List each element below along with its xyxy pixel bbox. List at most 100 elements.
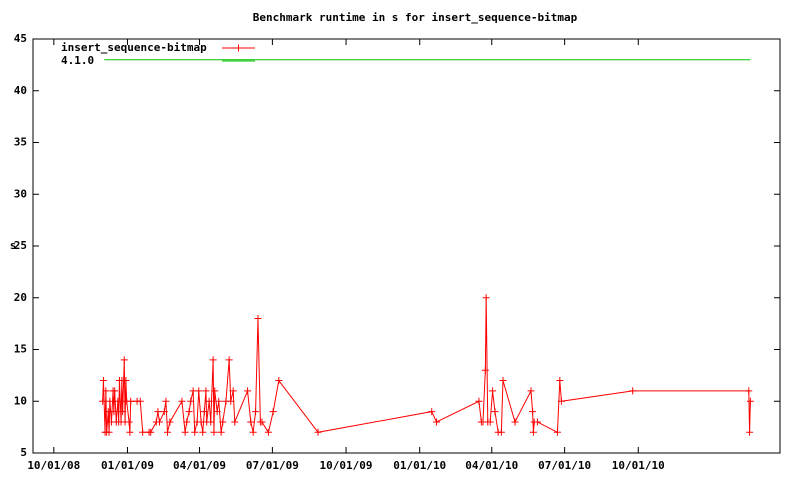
point-marker (264, 428, 272, 436)
y-tick-label: 40 (14, 84, 27, 97)
point-marker (156, 418, 164, 426)
point-marker (205, 397, 213, 405)
point-marker (139, 428, 147, 436)
point-marker (629, 387, 637, 395)
point-marker (114, 397, 122, 405)
y-tick-label: 15 (14, 343, 27, 356)
legend-label: insert_sequence-bitmap (61, 41, 207, 54)
point-marker (511, 418, 519, 426)
x-tick-label: 10/01/08 (27, 459, 80, 472)
point-marker (207, 418, 215, 426)
point-marker (127, 397, 135, 405)
point-marker (99, 397, 107, 405)
point-marker (553, 428, 561, 436)
point-marker (249, 428, 257, 436)
point-marker (247, 418, 255, 426)
point-marker (199, 428, 207, 436)
legend-label: 4.1.0 (61, 54, 94, 67)
point-marker (187, 397, 195, 405)
point-marker (745, 387, 753, 395)
x-tick-label: 07/01/10 (538, 459, 591, 472)
point-marker (195, 387, 203, 395)
point-marker (181, 428, 189, 436)
point-marker (527, 387, 535, 395)
point-marker (533, 418, 541, 426)
point-marker (489, 387, 497, 395)
point-marker (254, 314, 262, 322)
point-marker (252, 408, 260, 416)
point-marker (314, 428, 322, 436)
point-marker (200, 408, 208, 416)
point-marker (244, 387, 252, 395)
x-tick-label: 04/01/10 (465, 459, 518, 472)
point-marker (231, 418, 239, 426)
point-marker (497, 428, 505, 436)
point-marker (486, 418, 494, 426)
y-axis-label: s (10, 239, 17, 252)
point-marker (746, 397, 754, 405)
point-marker (209, 356, 217, 364)
legend-marker (235, 44, 242, 52)
point-marker (433, 418, 441, 426)
point-marker (211, 387, 219, 395)
x-tick-label: 01/01/09 (101, 459, 154, 472)
point-marker (111, 387, 119, 395)
x-tick-label: 10/01/10 (612, 459, 665, 472)
point-marker (529, 428, 537, 436)
point-marker (126, 428, 134, 436)
point-marker (557, 397, 565, 405)
point-marker (225, 356, 233, 364)
point-marker (229, 387, 237, 395)
y-tick-label: 5 (20, 446, 27, 459)
point-marker (428, 408, 436, 416)
y-tick-label: 45 (14, 32, 27, 45)
point-marker (191, 428, 199, 436)
point-marker (162, 397, 170, 405)
x-tick-label: 04/01/09 (173, 459, 226, 472)
point-marker (499, 377, 507, 385)
point-marker (164, 428, 172, 436)
point-marker (202, 387, 210, 395)
point-marker (481, 366, 489, 374)
y-tick-label: 35 (14, 136, 27, 149)
point-marker (746, 428, 754, 436)
point-marker (154, 408, 162, 416)
point-marker (99, 377, 107, 385)
point-marker (102, 387, 110, 395)
x-tick-label: 01/01/10 (393, 459, 446, 472)
point-marker (482, 294, 490, 302)
point-marker (166, 418, 174, 426)
point-marker (213, 408, 221, 416)
point-marker (105, 428, 113, 436)
point-marker (556, 377, 564, 385)
point-marker (269, 408, 277, 416)
x-tick-label: 10/01/09 (320, 459, 373, 472)
point-marker (219, 418, 227, 426)
y-tick-label: 25 (14, 239, 27, 252)
point-marker (125, 418, 133, 426)
point-marker (178, 397, 186, 405)
point-marker (475, 397, 483, 405)
y-tick-label: 20 (14, 291, 27, 304)
series-line (102, 297, 751, 434)
point-marker (106, 397, 114, 405)
point-marker (491, 408, 499, 416)
point-marker (227, 397, 235, 405)
point-marker (110, 408, 118, 416)
point-marker (147, 428, 155, 436)
point-marker (258, 418, 266, 426)
y-tick-label: 30 (14, 187, 27, 200)
point-marker (185, 408, 193, 416)
y-tick-label: 10 (14, 394, 27, 407)
point-marker (120, 356, 128, 364)
x-tick-label: 07/01/09 (246, 459, 299, 472)
point-marker (119, 408, 127, 416)
point-marker (160, 408, 168, 416)
point-marker (275, 377, 283, 385)
point-marker (136, 397, 144, 405)
point-marker (210, 428, 218, 436)
point-marker (215, 397, 223, 405)
point-marker (217, 428, 225, 436)
point-marker (122, 377, 130, 385)
